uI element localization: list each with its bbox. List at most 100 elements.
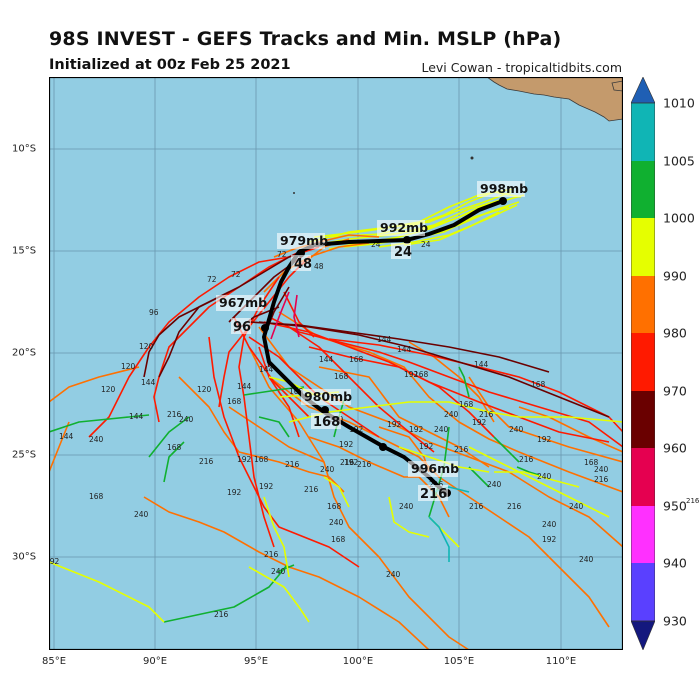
svg-text:168: 168	[89, 492, 104, 501]
y-tick: 30°S	[12, 551, 37, 563]
svg-text:216: 216	[264, 550, 279, 559]
y-tick: 15°S	[12, 245, 37, 257]
x-tick: 110°E	[545, 656, 577, 667]
svg-text:216: 216	[479, 410, 494, 419]
colorbar-label: 1005	[663, 153, 695, 169]
svg-text:144: 144	[474, 360, 489, 369]
svg-text:192: 192	[259, 482, 274, 491]
svg-text:144: 144	[237, 382, 252, 391]
colorbar-label: 1000	[663, 210, 695, 226]
svg-text:72: 72	[207, 275, 217, 284]
y-tick: 10°S	[12, 143, 37, 155]
svg-text:144: 144	[397, 345, 412, 354]
svg-text:192: 192	[344, 458, 359, 467]
land-java	[486, 77, 623, 122]
label-168h: 168	[313, 415, 340, 430]
svg-text:216: 216	[214, 610, 229, 619]
svg-text:240: 240	[386, 570, 401, 579]
svg-text:168: 168	[459, 400, 474, 409]
ensemble-tracks	[49, 188, 623, 650]
label-216h: 216	[420, 487, 447, 502]
map-frame	[49, 77, 623, 650]
init-time: Initialized at 00z Feb 25 2021	[49, 57, 291, 73]
svg-text:72: 72	[231, 270, 241, 279]
label-96h-mslp: 967mb	[219, 295, 267, 310]
colorbar-label: 930	[663, 613, 687, 629]
y-tick: 25°S	[12, 449, 37, 461]
label-168h-mslp: 980mb	[304, 389, 352, 404]
svg-text:168: 168	[227, 397, 242, 406]
colorbar-label: 980	[663, 325, 687, 341]
svg-text:216: 216	[507, 502, 522, 511]
svg-text:144: 144	[141, 378, 156, 387]
stray-track-label: 216	[686, 497, 700, 505]
x-tick: 100°E	[342, 656, 374, 667]
svg-text:216: 216	[357, 460, 372, 469]
svg-text:24: 24	[371, 240, 381, 249]
svg-text:96: 96	[149, 308, 159, 317]
x-tick: 85°E	[41, 656, 67, 667]
colorbar-label: 990	[663, 268, 687, 284]
svg-text:216: 216	[304, 485, 319, 494]
svg-text:192: 192	[339, 440, 354, 449]
colorbar-label: 950	[663, 498, 687, 514]
label-start-mslp: 998mb	[480, 181, 528, 196]
island	[470, 156, 474, 160]
svg-text:240: 240	[537, 472, 552, 481]
svg-text:120: 120	[139, 342, 154, 351]
label-96h: 96	[233, 320, 251, 335]
svg-text:192: 192	[404, 370, 419, 379]
svg-text:72: 72	[277, 250, 287, 259]
svg-text:24: 24	[421, 240, 431, 249]
svg-text:168: 168	[254, 455, 269, 464]
svg-text:192: 192	[542, 535, 557, 544]
colorbar-label: 970	[663, 383, 687, 399]
label-24h: 24	[394, 245, 412, 260]
label-24h-mslp: 992mb	[380, 220, 428, 235]
svg-text:168: 168	[531, 380, 546, 389]
svg-text:168: 168	[327, 502, 342, 511]
svg-text:192: 192	[49, 557, 60, 566]
svg-text:240: 240	[594, 465, 609, 474]
svg-text:120: 120	[101, 385, 116, 394]
svg-text:48: 48	[314, 262, 324, 271]
island	[293, 192, 295, 194]
svg-text:216: 216	[340, 458, 355, 467]
colorbar-label: 1010	[663, 95, 695, 111]
colorbar-label: 960	[663, 440, 687, 456]
credit: Levi Cowan - tropicaltidbits.com	[421, 60, 622, 75]
land-bali	[611, 80, 623, 92]
svg-text:192: 192	[419, 442, 434, 451]
svg-text:168: 168	[414, 370, 429, 379]
svg-text:240: 240	[542, 520, 557, 529]
svg-text:168: 168	[334, 372, 349, 381]
svg-text:240: 240	[271, 567, 286, 576]
svg-text:192: 192	[472, 418, 487, 427]
svg-text:240: 240	[329, 518, 344, 527]
svg-text:144: 144	[59, 432, 74, 441]
label-48h-mslp: 979mb	[280, 233, 328, 248]
x-tick: 95°E	[243, 656, 269, 667]
svg-text:168: 168	[167, 443, 182, 452]
svg-text:240: 240	[179, 415, 194, 424]
svg-text:192: 192	[227, 488, 242, 497]
svg-text:168: 168	[331, 535, 346, 544]
svg-text:216: 216	[519, 455, 534, 464]
svg-text:192: 192	[387, 420, 402, 429]
svg-text:168: 168	[584, 458, 599, 467]
colorbar-label: 940	[663, 555, 687, 571]
y-tick: 20°S	[12, 347, 37, 359]
x-tick: 105°E	[443, 656, 475, 667]
svg-text:144: 144	[319, 355, 334, 364]
svg-text:216: 216	[469, 502, 484, 511]
label-48h: 48	[294, 257, 312, 272]
svg-text:240: 240	[320, 465, 335, 474]
svg-text:144: 144	[259, 365, 274, 374]
svg-text:168: 168	[349, 355, 364, 364]
svg-text:240: 240	[444, 410, 459, 419]
svg-text:216: 216	[594, 475, 609, 484]
svg-text:192: 192	[237, 455, 252, 464]
track-map: 96 120 120 120 144 144 144 240 216 168 2…	[49, 77, 623, 650]
svg-text:216: 216	[199, 457, 214, 466]
svg-text:240: 240	[89, 435, 104, 444]
